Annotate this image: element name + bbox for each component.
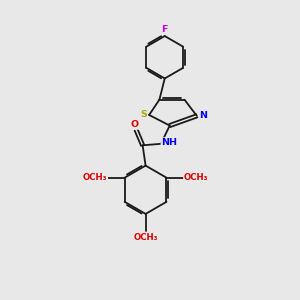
Text: OCH₃: OCH₃ xyxy=(83,172,107,182)
Text: OCH₃: OCH₃ xyxy=(184,172,208,182)
Text: F: F xyxy=(161,25,168,34)
Text: O: O xyxy=(131,120,139,129)
Text: NH: NH xyxy=(161,138,177,147)
Text: N: N xyxy=(199,111,207,120)
Text: S: S xyxy=(140,110,147,119)
Text: OCH₃: OCH₃ xyxy=(133,233,158,242)
